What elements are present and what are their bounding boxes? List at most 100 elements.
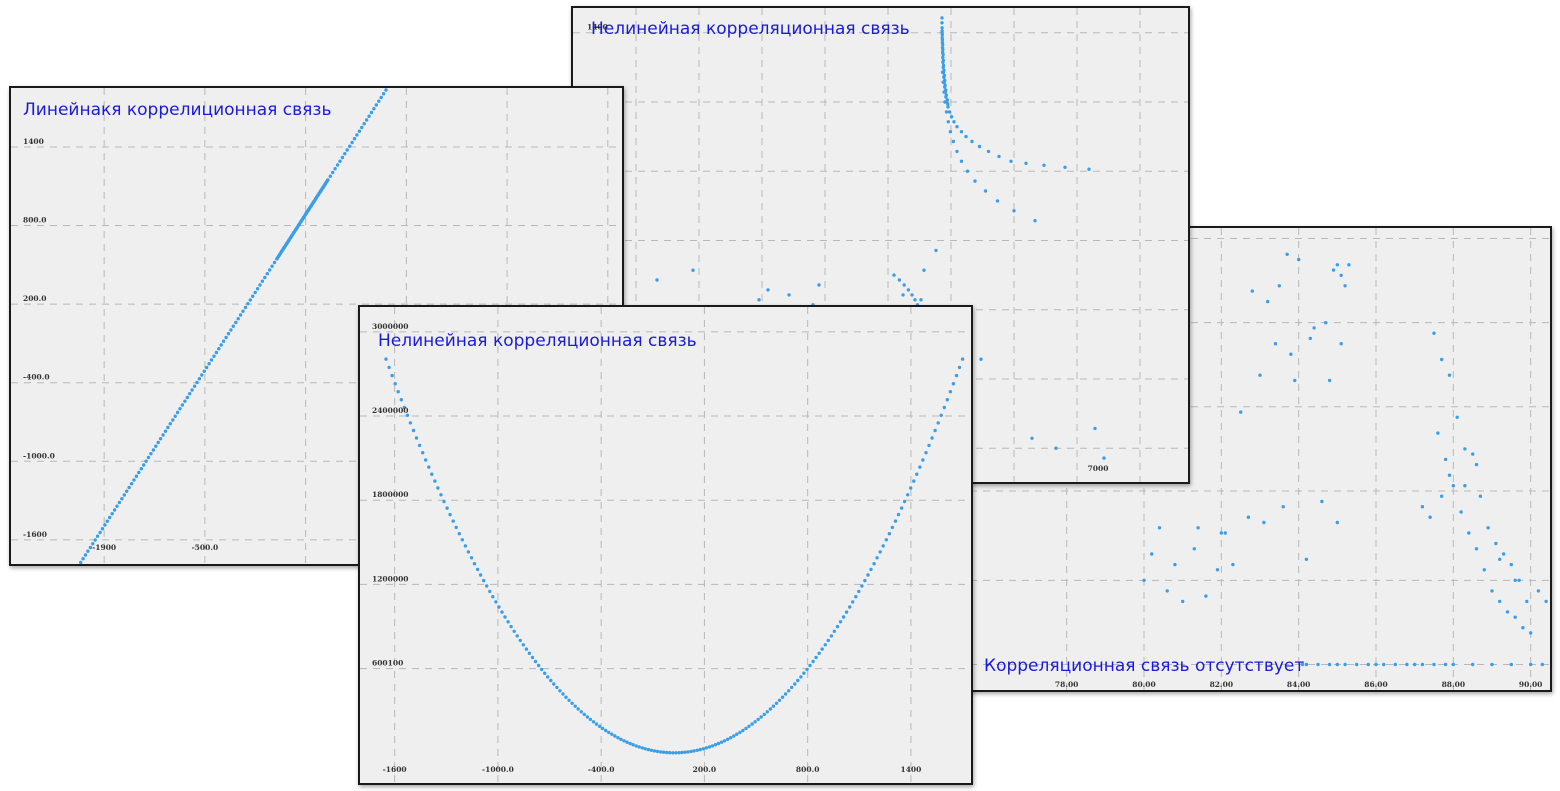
data-point — [756, 717, 760, 722]
data-point — [1459, 510, 1463, 514]
data-point — [399, 398, 403, 402]
data-point — [919, 298, 923, 302]
data-point — [1420, 662, 1425, 667]
data-point — [1440, 494, 1444, 498]
data-point — [1335, 520, 1339, 525]
data-point — [372, 107, 376, 111]
data-point — [1463, 447, 1467, 451]
data-point — [1320, 499, 1324, 504]
data-point — [1331, 268, 1336, 272]
data-point — [221, 339, 226, 343]
data-point — [939, 413, 943, 417]
data-point — [616, 736, 620, 740]
data-point — [774, 701, 779, 705]
data-point — [892, 273, 896, 277]
data-point — [941, 55, 945, 60]
data-point — [1447, 473, 1452, 477]
data-point — [906, 288, 911, 292]
data-point — [960, 357, 965, 361]
data-point — [393, 382, 397, 386]
data-point — [893, 519, 898, 523]
data-point — [1467, 531, 1471, 535]
data-point — [212, 354, 216, 358]
y-tick-label: -1000.0 — [23, 451, 55, 460]
data-point — [1443, 662, 1448, 667]
data-point — [722, 739, 727, 743]
data-point — [546, 675, 550, 679]
data-point — [88, 545, 93, 550]
data-point — [941, 47, 945, 52]
data-point — [573, 704, 577, 708]
data-point — [973, 179, 977, 183]
data-point — [878, 550, 882, 554]
data-point — [411, 428, 416, 433]
data-point — [820, 647, 824, 651]
data-point — [331, 170, 335, 175]
data-point — [494, 600, 498, 604]
data-point — [454, 525, 458, 530]
data-point — [838, 620, 843, 624]
data-point — [1250, 289, 1254, 293]
data-point — [1529, 631, 1533, 635]
data-point — [835, 624, 840, 629]
data-point — [716, 741, 721, 746]
y-tick-label: -400.0 — [23, 373, 50, 382]
data-point — [817, 651, 821, 655]
data-point — [924, 451, 928, 455]
data-point — [944, 88, 948, 92]
data-point — [1455, 415, 1459, 419]
data-point — [768, 707, 773, 711]
data-point — [224, 335, 228, 340]
data-point — [567, 698, 571, 702]
data-point — [1093, 426, 1097, 431]
data-point — [674, 751, 678, 755]
data-point — [374, 103, 378, 107]
data-point — [466, 550, 471, 554]
data-point — [948, 130, 953, 134]
data-point — [588, 717, 593, 722]
data-point — [808, 663, 812, 668]
data-point — [646, 747, 651, 752]
data-point — [205, 365, 209, 370]
data-point — [1312, 326, 1316, 330]
data-point — [637, 745, 641, 749]
data-point — [817, 283, 821, 287]
data-point — [1054, 446, 1058, 450]
data-point — [427, 465, 431, 469]
data-point — [1223, 531, 1227, 535]
data-point — [936, 421, 940, 425]
data-point — [943, 83, 947, 87]
data-point — [1327, 662, 1332, 667]
data-point — [844, 610, 849, 614]
data-point — [190, 388, 194, 392]
data-point — [137, 470, 141, 475]
data-point — [384, 357, 388, 361]
data-point — [826, 638, 830, 643]
data-point — [421, 451, 425, 455]
data-point — [139, 467, 143, 471]
data-point — [549, 678, 553, 683]
data-point — [921, 458, 925, 462]
data-point — [945, 398, 949, 402]
data-point — [1420, 505, 1425, 509]
data-point — [805, 667, 809, 672]
data-point — [183, 399, 187, 403]
data-point — [902, 283, 906, 287]
data-point — [934, 248, 938, 253]
data-point — [897, 278, 902, 282]
data-point — [594, 722, 599, 726]
data-point — [326, 178, 330, 182]
data-point — [860, 584, 864, 588]
data-point — [188, 392, 192, 396]
data-point — [698, 747, 702, 752]
data-point — [1239, 410, 1243, 414]
data-point — [173, 414, 177, 418]
data-point — [1215, 568, 1220, 572]
data-point — [352, 137, 357, 141]
data-point — [355, 133, 359, 137]
data-point — [658, 750, 663, 754]
data-point — [430, 472, 434, 476]
data-point — [202, 369, 206, 373]
data-point — [793, 682, 797, 686]
data-point — [683, 750, 687, 754]
